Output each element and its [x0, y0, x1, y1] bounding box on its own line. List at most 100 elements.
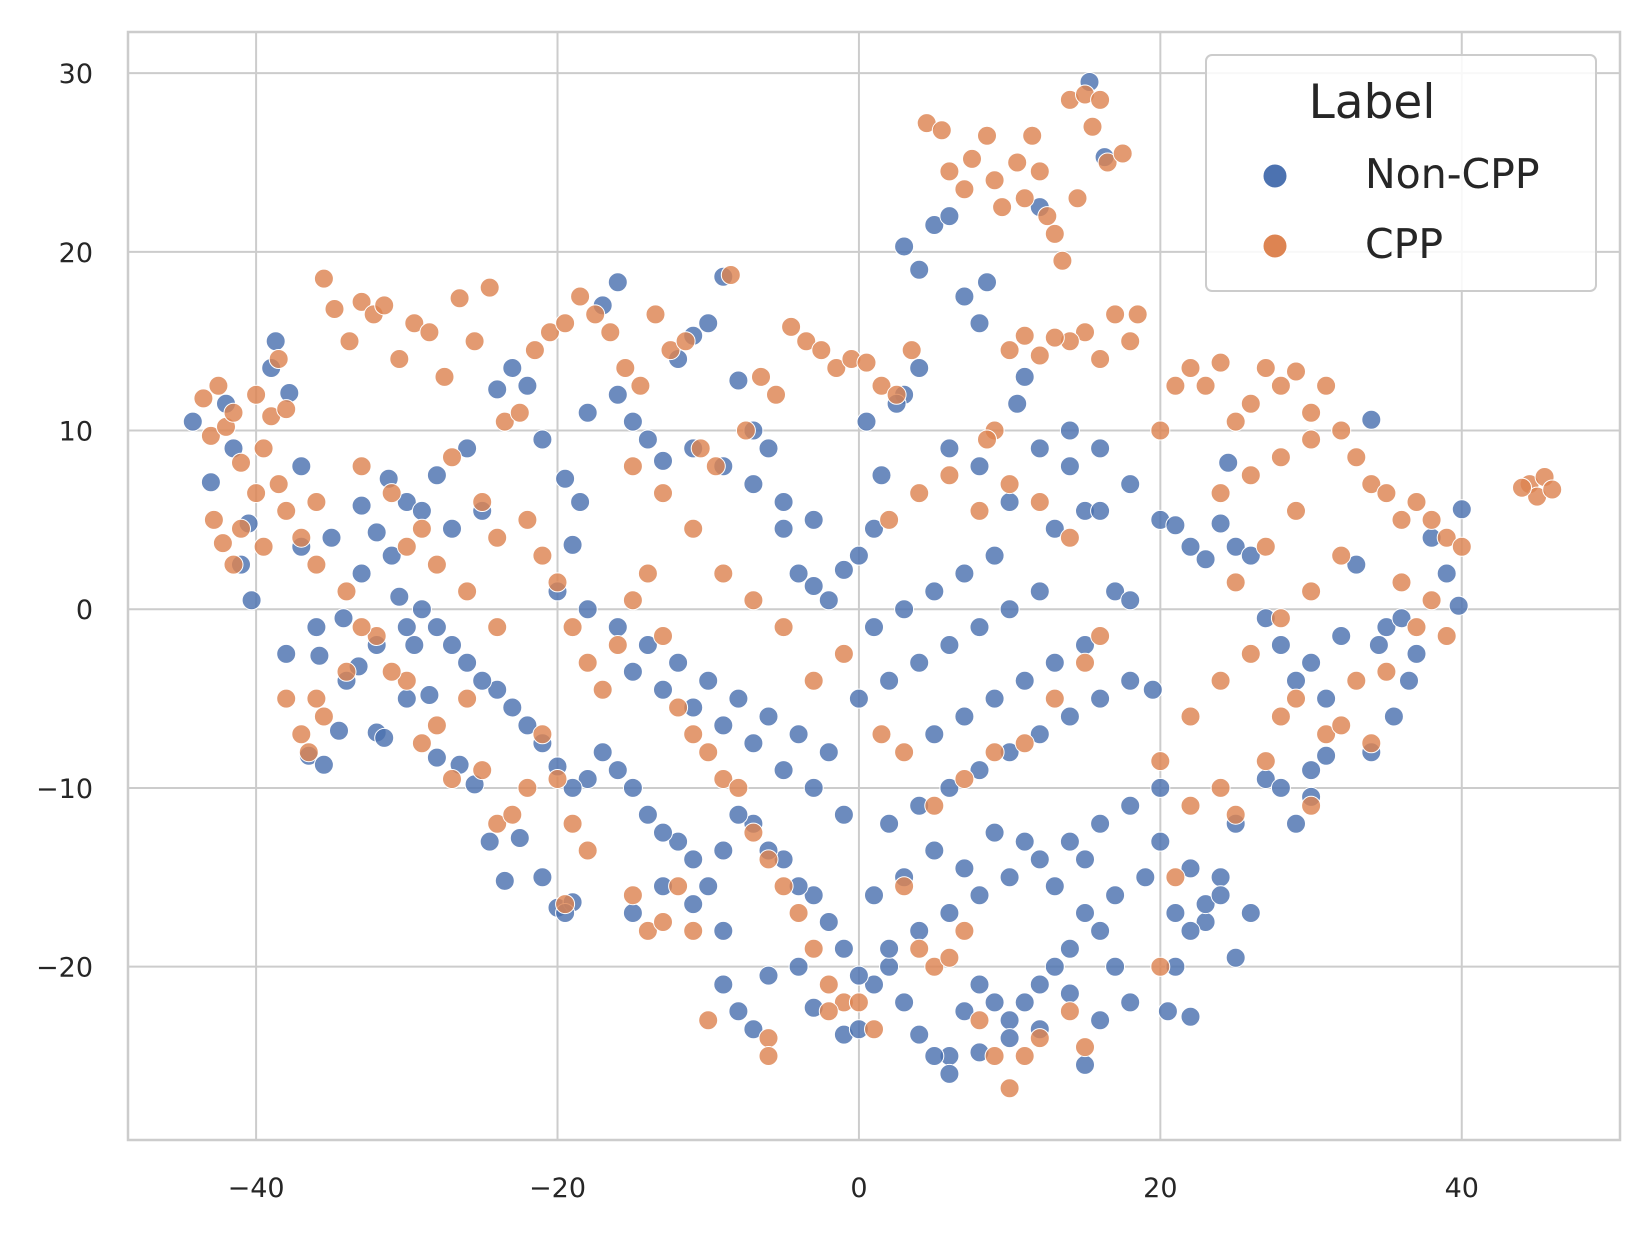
point-cpp: [653, 626, 673, 646]
point-non-cpp: [698, 313, 719, 334]
y-tick-label: −20: [36, 953, 93, 984]
point-cpp: [871, 724, 892, 745]
point-cpp: [1436, 527, 1457, 548]
point-non-cpp: [1180, 1006, 1201, 1027]
point-non-cpp: [999, 867, 1020, 888]
point-cpp: [562, 617, 583, 638]
point-cpp: [1029, 161, 1050, 182]
point-cpp: [253, 438, 274, 459]
point-non-cpp: [502, 697, 523, 718]
point-non-cpp: [570, 492, 591, 512]
point-cpp: [351, 617, 372, 638]
point-non-cpp: [818, 590, 839, 611]
point-non-cpp: [999, 492, 1020, 512]
point-non-cpp: [592, 742, 613, 763]
point-non-cpp: [622, 411, 643, 432]
point-non-cpp: [1059, 983, 1080, 1004]
point-cpp: [984, 170, 1005, 191]
point-cpp: [540, 322, 560, 343]
point-non-cpp: [1225, 536, 1246, 557]
point-cpp: [1097, 152, 1118, 173]
point-cpp: [931, 120, 952, 141]
point-cpp: [939, 161, 960, 182]
point-non-cpp: [1090, 1010, 1111, 1031]
point-non-cpp: [803, 576, 824, 596]
point-non-cpp: [924, 581, 945, 602]
point-cpp: [1075, 652, 1095, 673]
point-cpp: [1286, 688, 1306, 709]
point-non-cpp: [487, 679, 508, 700]
point-cpp: [306, 688, 327, 709]
point-non-cpp: [984, 545, 1005, 566]
point-non-cpp: [637, 635, 658, 655]
point-cpp: [788, 903, 809, 923]
point-non-cpp: [622, 903, 643, 923]
point-non-cpp: [788, 724, 809, 745]
point-cpp: [1150, 956, 1171, 977]
point-cpp: [803, 938, 824, 959]
point-non-cpp: [607, 272, 628, 293]
point-non-cpp: [1210, 513, 1231, 534]
point-non-cpp: [864, 617, 884, 638]
point-non-cpp: [803, 777, 824, 798]
point-cpp: [1376, 661, 1397, 682]
point-cpp: [1542, 479, 1563, 500]
point-non-cpp: [381, 545, 402, 566]
point-non-cpp: [1195, 894, 1216, 915]
point-cpp: [1180, 795, 1201, 816]
point-non-cpp: [773, 760, 794, 781]
point-cpp: [351, 291, 372, 312]
point-non-cpp: [1376, 617, 1397, 638]
point-cpp: [324, 299, 345, 319]
point-non-cpp: [999, 599, 1020, 620]
point-non-cpp: [879, 938, 900, 959]
point-non-cpp: [1105, 581, 1126, 602]
point-cpp: [1286, 500, 1306, 521]
y-tick-label: 20: [59, 238, 93, 269]
point-non-cpp: [389, 586, 410, 607]
plot-frame: [126, 30, 1622, 1142]
point-cpp: [886, 384, 907, 405]
point-cpp: [1361, 474, 1382, 495]
point-cpp: [758, 1046, 779, 1066]
point-cpp: [743, 590, 764, 611]
point-cpp: [622, 885, 643, 906]
point-non-cpp: [728, 1001, 749, 1022]
point-non-cpp: [833, 938, 854, 959]
point-non-cpp: [607, 760, 628, 781]
point-cpp: [1421, 590, 1442, 611]
point-non-cpp: [683, 849, 704, 870]
point-non-cpp: [479, 831, 500, 852]
point-non-cpp: [1399, 670, 1419, 691]
point-cpp: [1406, 617, 1427, 638]
point-cpp: [1165, 867, 1186, 888]
point-cpp: [1022, 125, 1043, 146]
point-non-cpp: [864, 518, 884, 539]
point-cpp: [231, 518, 251, 539]
point-cpp: [339, 331, 360, 352]
point-cpp: [683, 920, 704, 941]
point-cpp: [193, 388, 214, 409]
point-cpp: [479, 277, 500, 298]
point-cpp: [1150, 751, 1171, 772]
point-non-cpp: [909, 652, 930, 673]
point-non-cpp: [532, 429, 553, 450]
point-non-cpp: [668, 652, 689, 673]
point-cpp: [962, 148, 982, 169]
point-non-cpp: [894, 992, 915, 1013]
point-non-cpp: [374, 727, 395, 748]
point-cpp: [351, 456, 372, 477]
point-non-cpp: [864, 885, 884, 906]
point-cpp: [1044, 688, 1065, 709]
x-tick-label: −20: [529, 1173, 586, 1204]
point-non-cpp: [1346, 554, 1367, 575]
point-cpp: [1346, 670, 1367, 691]
point-cpp: [637, 920, 658, 941]
point-cpp: [585, 304, 606, 325]
point-cpp: [1029, 1028, 1050, 1049]
point-non-cpp: [1286, 813, 1306, 834]
point-cpp: [555, 313, 576, 334]
point-non-cpp: [1361, 409, 1382, 430]
legend-title: Label: [1309, 75, 1436, 130]
point-cpp: [268, 349, 289, 369]
